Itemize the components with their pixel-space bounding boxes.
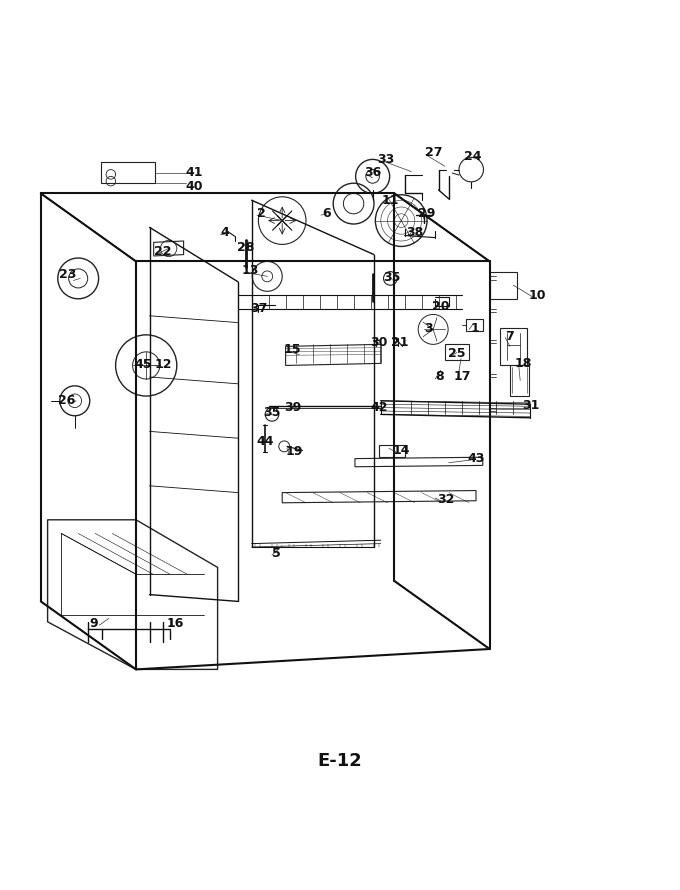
Text: 25: 25: [448, 347, 466, 360]
Text: 31: 31: [522, 399, 539, 412]
Text: 18: 18: [515, 357, 532, 370]
Text: 6: 6: [322, 207, 330, 221]
Text: 38: 38: [406, 226, 424, 239]
Text: 32: 32: [437, 493, 454, 506]
Bar: [101, 162, 155, 182]
Text: 45: 45: [134, 359, 152, 371]
Text: 40: 40: [185, 180, 203, 193]
Text: 42: 42: [371, 401, 388, 414]
Text: 11: 11: [381, 194, 399, 206]
Text: 27: 27: [425, 146, 443, 159]
Text: 14: 14: [392, 444, 410, 457]
Text: 21: 21: [391, 336, 409, 350]
Text: 35: 35: [263, 406, 281, 419]
Text: 28: 28: [237, 241, 255, 255]
Text: 16: 16: [167, 617, 184, 629]
Text: 19: 19: [285, 445, 303, 458]
Text: 29: 29: [418, 207, 436, 221]
Text: 15: 15: [284, 344, 301, 356]
Text: 10: 10: [528, 289, 546, 302]
Text: 3: 3: [424, 321, 432, 335]
Text: 37: 37: [250, 303, 267, 315]
Text: 43: 43: [467, 452, 485, 465]
Text: 4: 4: [220, 226, 228, 239]
Text: 30: 30: [370, 336, 388, 350]
Text: 5: 5: [273, 547, 281, 561]
Text: 44: 44: [256, 435, 274, 448]
Text: 41: 41: [185, 166, 203, 180]
Text: 17: 17: [454, 370, 471, 384]
Text: 2: 2: [258, 207, 266, 221]
Text: 36: 36: [364, 166, 381, 180]
Text: 26: 26: [58, 394, 75, 408]
Text: 7: 7: [506, 329, 514, 343]
Text: 22: 22: [154, 245, 172, 258]
Text: 1: 1: [471, 321, 479, 335]
Text: 23: 23: [59, 269, 77, 281]
Text: 20: 20: [432, 301, 449, 313]
Text: 24: 24: [464, 150, 481, 163]
Text: 8: 8: [436, 370, 444, 384]
Text: 9: 9: [90, 617, 98, 629]
Text: 13: 13: [241, 263, 259, 277]
Text: 12: 12: [154, 359, 172, 371]
Text: 33: 33: [377, 153, 395, 166]
Text: 35: 35: [383, 271, 401, 284]
Text: 39: 39: [284, 401, 301, 414]
Text: E-12: E-12: [318, 752, 362, 770]
